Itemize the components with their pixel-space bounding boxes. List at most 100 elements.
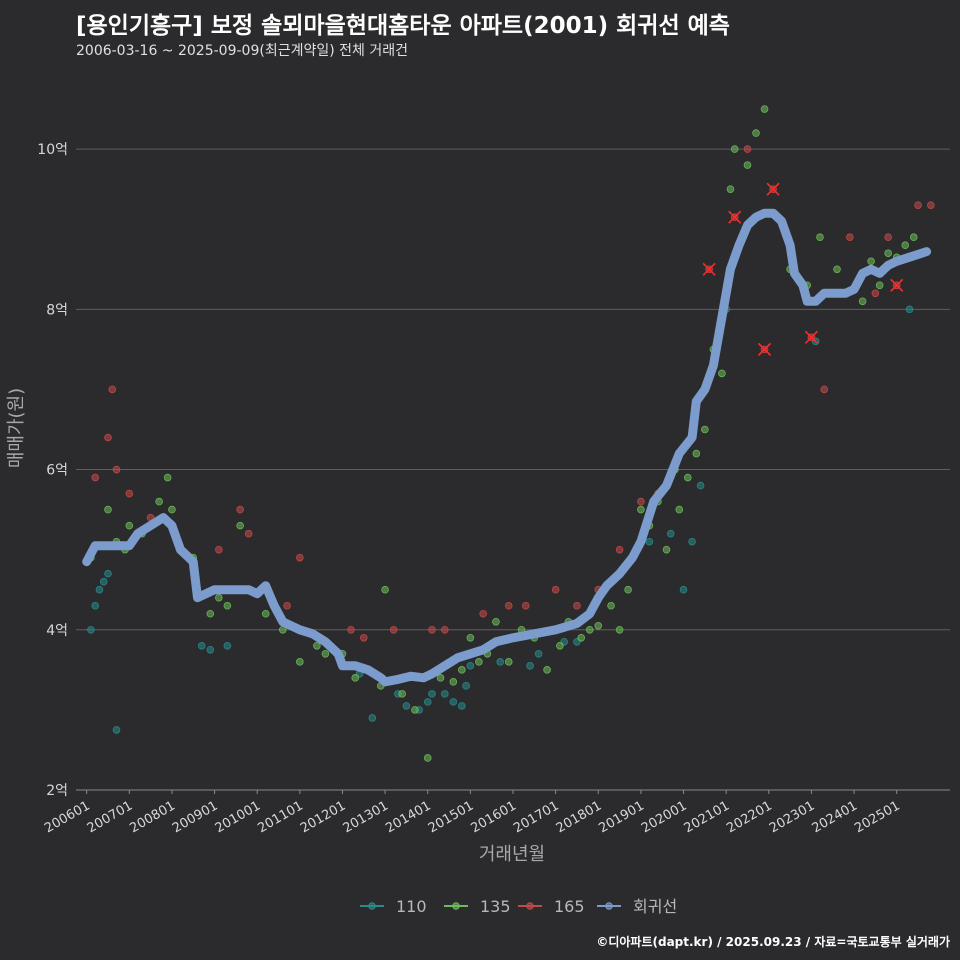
y-tick-label: 4억 bbox=[46, 623, 68, 639]
data-point-135 bbox=[543, 666, 551, 674]
data-point-165 bbox=[846, 233, 854, 242]
data-point-135 bbox=[168, 505, 176, 514]
legend-item-regression: 회귀선 bbox=[597, 897, 677, 916]
data-point-165 bbox=[428, 625, 436, 634]
highlight-marker bbox=[766, 182, 780, 196]
credit-text: ©디아파트(dapt.kr) / 2025.09.23 / 자료=국토교통부 실… bbox=[596, 935, 950, 949]
y-tick-label: 6억 bbox=[46, 463, 68, 479]
marker-stroke bbox=[890, 278, 904, 292]
data-point-135 bbox=[155, 497, 163, 506]
data-point-165 bbox=[927, 201, 935, 209]
data-point-165 bbox=[347, 625, 355, 634]
data-point-135 bbox=[760, 105, 769, 113]
data-point-135 bbox=[637, 505, 645, 514]
data-point-110 bbox=[104, 569, 112, 578]
data-point-110 bbox=[449, 698, 458, 706]
data-point-110 bbox=[428, 690, 436, 698]
data-point-165 bbox=[479, 609, 487, 618]
data-point-135 bbox=[458, 666, 466, 674]
data-point-110 bbox=[91, 601, 99, 610]
marker-stroke bbox=[757, 342, 772, 356]
highlight-marker bbox=[702, 262, 716, 276]
marker-layer bbox=[702, 182, 904, 356]
data-point-165 bbox=[283, 601, 291, 610]
data-point-165 bbox=[104, 433, 112, 442]
regression-layer bbox=[82, 208, 932, 687]
x-tick-label: 202301 bbox=[767, 798, 817, 836]
data-point-110 bbox=[440, 690, 449, 698]
data-point-135 bbox=[381, 585, 389, 594]
data-point-165 bbox=[871, 289, 880, 298]
marker-stroke bbox=[766, 182, 780, 196]
data-point-135 bbox=[492, 617, 500, 626]
data-point-110 bbox=[423, 698, 432, 706]
data-point-165 bbox=[521, 601, 530, 610]
axis-layer: 거래년월 매매가(원) bbox=[6, 388, 545, 865]
data-point-165 bbox=[440, 625, 449, 634]
data-point-135 bbox=[901, 241, 910, 250]
data-point-110 bbox=[534, 650, 543, 658]
data-point-135 bbox=[858, 297, 867, 306]
data-point-165 bbox=[112, 465, 121, 474]
highlight-marker bbox=[728, 210, 742, 224]
data-point-135 bbox=[683, 473, 692, 482]
legend-label: 135 bbox=[480, 897, 511, 916]
x-tick-label: 201101 bbox=[255, 798, 305, 836]
marker-stroke bbox=[702, 262, 716, 276]
data-point-135 bbox=[875, 281, 884, 290]
data-point-110 bbox=[206, 646, 215, 654]
data-point-110 bbox=[466, 662, 475, 670]
data-point-110 bbox=[368, 714, 377, 722]
data-point-165 bbox=[573, 601, 581, 610]
x-tick-label: 200701 bbox=[85, 798, 135, 836]
points-layer bbox=[87, 105, 935, 762]
data-point-135 bbox=[215, 593, 223, 602]
x-tick-label: 201801 bbox=[554, 798, 604, 836]
data-point-135 bbox=[615, 625, 624, 634]
data-point-135 bbox=[398, 690, 406, 698]
data-point-135 bbox=[743, 161, 752, 169]
marker-stroke bbox=[728, 210, 742, 224]
data-point-135 bbox=[701, 425, 709, 434]
y-tick-label: 8억 bbox=[46, 302, 68, 318]
data-point-110 bbox=[462, 682, 470, 690]
data-point-110 bbox=[197, 641, 206, 650]
data-point-135 bbox=[104, 505, 112, 514]
data-point-135 bbox=[730, 145, 739, 153]
data-point-110 bbox=[402, 702, 411, 710]
data-point-135 bbox=[449, 678, 458, 686]
legend: 110 135 165 회귀선 bbox=[360, 897, 677, 916]
x-tick-label: 201201 bbox=[298, 798, 348, 836]
x-tick-label: 202401 bbox=[810, 798, 860, 836]
data-point-110 bbox=[645, 537, 654, 546]
legend-label: 110 bbox=[396, 897, 427, 916]
legend-item-165: 165 bbox=[518, 897, 585, 916]
data-point-165 bbox=[244, 529, 253, 538]
x-tick-label: 200601 bbox=[42, 798, 92, 836]
data-point-110 bbox=[496, 658, 505, 666]
data-point-135 bbox=[411, 706, 419, 714]
x-tick-label: 202201 bbox=[724, 798, 774, 836]
data-point-165 bbox=[615, 545, 624, 554]
x-tick-label: 200801 bbox=[127, 798, 177, 836]
data-point-135 bbox=[223, 601, 232, 610]
x-tick-label: 202101 bbox=[682, 798, 732, 836]
data-point-135 bbox=[833, 265, 841, 274]
data-point-135 bbox=[577, 633, 586, 642]
x-axis-label: 거래년월 bbox=[479, 844, 545, 865]
data-point-135 bbox=[125, 521, 134, 530]
legend-item-110: 110 bbox=[360, 897, 427, 916]
legend-item-135: 135 bbox=[444, 897, 511, 916]
page-title: [용인기흥구] 보정 솔뫼마을현대홈타운 아파트(2001) 회귀선 예측 bbox=[76, 13, 730, 39]
grid-layer: 2억 4억 6억 8억 10억 20060120070120080120090120100… bbox=[37, 142, 950, 836]
x-tick-label: 201401 bbox=[383, 798, 433, 836]
data-point-135 bbox=[752, 129, 760, 137]
data-point-110 bbox=[905, 305, 914, 314]
legend-dot bbox=[605, 902, 613, 910]
data-point-110 bbox=[458, 702, 466, 710]
data-point-110 bbox=[679, 585, 688, 594]
data-point-135 bbox=[607, 601, 615, 610]
x-tick-label: 201701 bbox=[511, 798, 561, 836]
data-point-135 bbox=[206, 609, 215, 618]
